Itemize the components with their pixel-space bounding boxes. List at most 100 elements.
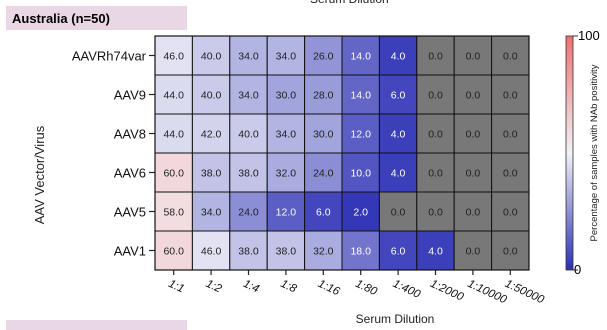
heatmap-cell — [416, 74, 455, 115]
row-labels: AAVRh74var AAV9 AAV8 AAV6 AAV5 AAV1 — [72, 49, 155, 259]
x-tick-label: 1:2 — [204, 278, 224, 296]
cell-value-label: 0.0 — [466, 51, 481, 63]
x-tick-label: 1:2000 — [428, 278, 465, 304]
cell-value-label: 0.0 — [466, 207, 481, 219]
cell-value-label: 34.0 — [276, 51, 297, 63]
cell-value-label: 46.0 — [201, 246, 222, 258]
cell-value-label: 38.0 — [201, 168, 222, 180]
region-tag — [6, 6, 187, 30]
heatmap-cell — [491, 35, 530, 76]
cell-value-label: 44.0 — [163, 90, 184, 102]
cell-value-label: 60.0 — [163, 246, 184, 258]
cell-value-label: 30.0 — [313, 129, 334, 141]
heatmap-cell — [378, 74, 418, 115]
x-tick-label: 1:4 — [241, 278, 261, 296]
heatmap-cell — [229, 113, 268, 154]
cell-value-label: 24.0 — [238, 207, 259, 219]
cell-value-label: 40.0 — [201, 90, 222, 102]
cell-value-label: 24.0 — [313, 168, 334, 180]
colorbar-label: Percentage of samples with NAb positivit… — [589, 64, 600, 241]
heatmap-cell — [378, 113, 418, 154]
heatmap-cell — [378, 152, 418, 193]
colorbar-min-label: 0 — [574, 262, 581, 277]
cell-value-label: 4.0 — [391, 168, 406, 180]
cell-value-label: 26.0 — [313, 51, 334, 63]
y-tick-label: AAV8 — [114, 127, 146, 142]
cell-value-label: 30.0 — [276, 90, 297, 102]
cell-value-label: 44.0 — [163, 129, 184, 141]
cell-value-label: 40.0 — [238, 129, 259, 141]
cell-value-label: 14.0 — [350, 90, 371, 102]
cell-value-label: 58.0 — [163, 207, 184, 219]
cell-value-label: 12.0 — [350, 129, 371, 141]
cell-value-label: 4.0 — [428, 246, 443, 258]
cell-value-label: 0.0 — [428, 168, 443, 180]
heatmap-cell — [341, 113, 380, 154]
cell-value-label: 18.0 — [350, 246, 371, 258]
cell-value-label: 0.0 — [428, 207, 443, 219]
heatmap-cell — [453, 35, 493, 76]
heatmap-cell — [266, 74, 306, 115]
cell-value-label: 32.0 — [276, 168, 297, 180]
cell-value-label: 0.0 — [503, 246, 518, 258]
cell-value-label: 2.0 — [353, 207, 368, 219]
colorbar-max-label: 100 — [578, 28, 600, 43]
cell-value-label: 38.0 — [238, 168, 259, 180]
cell-value-label: 6.0 — [391, 90, 406, 102]
cell-value-label: 14.0 — [350, 51, 371, 63]
next-region-tag — [6, 320, 187, 330]
cell-value-label: 34.0 — [238, 90, 259, 102]
cell-value-label: 38.0 — [238, 246, 259, 258]
top-axis-title: Serum Dilution — [310, 0, 389, 6]
cell-value-label: 4.0 — [391, 129, 406, 141]
cell-value-label: 46.0 — [163, 51, 184, 63]
x-tick-label: 1:8 — [279, 278, 299, 296]
cell-value-label: 60.0 — [163, 168, 184, 180]
heatmap-cell — [304, 230, 343, 271]
heatmap-border — [154, 35, 530, 271]
cell-value-label: 0.0 — [391, 207, 406, 219]
cell-value-label: 6.0 — [391, 246, 406, 258]
colorbar — [565, 35, 574, 271]
column-labels: 1:1 1:2 1:4 1:8 1:16 1:80 1:400 1:2000 1:100001:… — [166, 270, 546, 307]
heatmap-cell — [154, 35, 193, 76]
x-tick-label: 1:50000 — [503, 278, 546, 307]
cell-value-label: 0.0 — [428, 90, 443, 102]
cell-value-label: 0.0 — [503, 207, 518, 219]
x-tick-label: 1:400 — [391, 278, 423, 301]
cell-value-label: 4.0 — [391, 51, 406, 63]
cell-value-label: 12.0 — [276, 207, 297, 219]
cell-value-label: 32.0 — [313, 246, 334, 258]
y-tick-label: AAVRh74var — [72, 49, 147, 64]
heatmap-cell — [416, 113, 455, 154]
cell-value-label: 0.0 — [466, 90, 481, 102]
cell-value-label: 34.0 — [238, 51, 259, 63]
cell-value-label: 6.0 — [316, 207, 331, 219]
cell-value-label: 0.0 — [503, 90, 518, 102]
x-tick-label: 1:16 — [316, 278, 342, 299]
heatmap-cell — [191, 74, 231, 115]
heatmap-cell — [491, 191, 530, 232]
heatmap-cell — [416, 35, 455, 76]
y-tick-label: AAV6 — [114, 166, 146, 181]
heatmap-cell — [453, 113, 493, 154]
y-tick-label: AAV1 — [114, 244, 146, 259]
cell-value-label: 0.0 — [428, 51, 443, 63]
cell-value-label: 0.0 — [503, 129, 518, 141]
x-axis-label: Serum Dilution — [356, 312, 435, 326]
heatmap-cell — [341, 152, 380, 193]
heatmap-cell — [304, 152, 343, 193]
cell-value-label: 0.0 — [503, 168, 518, 180]
y-tick-label: AAV5 — [114, 205, 146, 220]
x-tick-label: 1:80 — [353, 278, 379, 299]
heatmap-cell — [378, 191, 418, 232]
heatmap-cell — [416, 230, 455, 271]
cell-value-label: 0.0 — [466, 246, 481, 258]
cell-value-label: 0.0 — [466, 168, 481, 180]
cell-value-label: 40.0 — [201, 51, 222, 63]
cell-value-label: 38.0 — [276, 246, 297, 258]
cell-value-label: 0.0 — [503, 51, 518, 63]
y-axis-label: AAV Vector/Virus — [32, 125, 47, 224]
y-tick-label: AAV9 — [114, 88, 146, 103]
